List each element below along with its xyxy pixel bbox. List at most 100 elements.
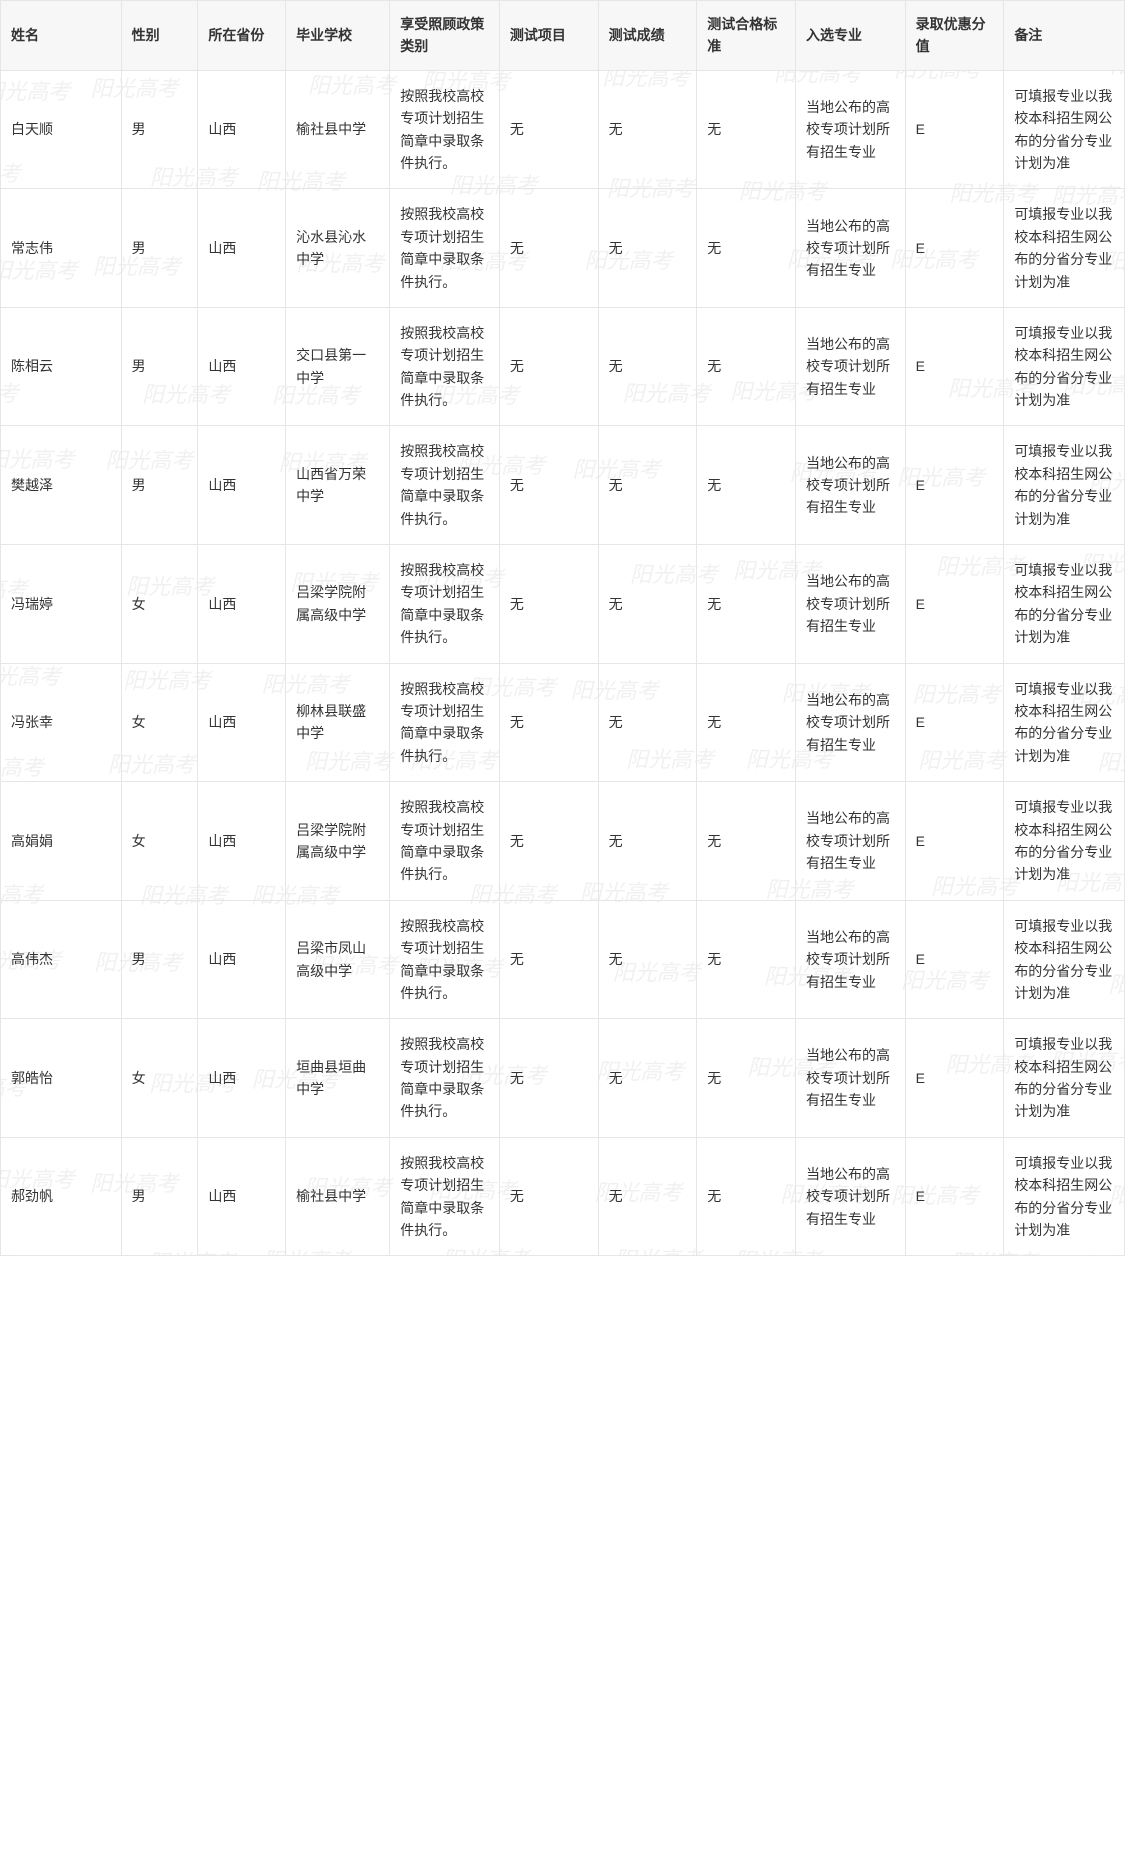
cell-major: 当地公布的高校专项计划所有招生专业 — [795, 70, 905, 189]
cell-test_score: 无 — [598, 782, 697, 901]
cell-province: 山西 — [198, 663, 286, 782]
table-row: 樊越泽男山西山西省万荣中学按照我校高校专项计划招生简章中录取条件执行。无无无当地… — [1, 426, 1125, 545]
cell-gender: 女 — [121, 663, 198, 782]
cell-school: 吕梁学院附属高级中学 — [286, 782, 390, 901]
cell-gender: 男 — [121, 1137, 198, 1256]
cell-test_score: 无 — [598, 545, 697, 664]
cell-bonus: E — [905, 307, 1004, 426]
cell-name: 郭皓怡 — [1, 1019, 122, 1138]
cell-major: 当地公布的高校专项计划所有招生专业 — [795, 663, 905, 782]
col-gender: 性别 — [121, 1, 198, 71]
cell-pass_std: 无 — [697, 426, 796, 545]
cell-test_item: 无 — [499, 545, 598, 664]
cell-policy: 按照我校高校专项计划招生简章中录取条件执行。 — [390, 782, 500, 901]
cell-name: 冯张幸 — [1, 663, 122, 782]
cell-test_item: 无 — [499, 1137, 598, 1256]
cell-name: 高伟杰 — [1, 900, 122, 1019]
cell-major: 当地公布的高校专项计划所有招生专业 — [795, 307, 905, 426]
cell-school: 榆社县中学 — [286, 70, 390, 189]
cell-bonus: E — [905, 1019, 1004, 1138]
cell-bonus: E — [905, 900, 1004, 1019]
cell-gender: 男 — [121, 307, 198, 426]
cell-major: 当地公布的高校专项计划所有招生专业 — [795, 426, 905, 545]
cell-gender: 女 — [121, 545, 198, 664]
cell-policy: 按照我校高校专项计划招生简章中录取条件执行。 — [390, 1137, 500, 1256]
col-province: 所在省份 — [198, 1, 286, 71]
cell-policy: 按照我校高校专项计划招生简章中录取条件执行。 — [390, 426, 500, 545]
cell-remark: 可填报专业以我校本科招生网公布的分省分专业计划为准 — [1004, 663, 1125, 782]
cell-gender: 女 — [121, 1019, 198, 1138]
cell-name: 陈相云 — [1, 307, 122, 426]
table-body: 白天顺男山西榆社县中学按照我校高校专项计划招生简章中录取条件执行。无无无当地公布… — [1, 70, 1125, 1256]
cell-test_score: 无 — [598, 189, 697, 308]
col-pass-std: 测试合格标准 — [697, 1, 796, 71]
cell-school: 山西省万荣中学 — [286, 426, 390, 545]
cell-bonus: E — [905, 663, 1004, 782]
cell-pass_std: 无 — [697, 70, 796, 189]
cell-test_score: 无 — [598, 900, 697, 1019]
cell-pass_std: 无 — [697, 1019, 796, 1138]
cell-test_score: 无 — [598, 1137, 697, 1256]
cell-province: 山西 — [198, 782, 286, 901]
cell-school: 吕梁学院附属高级中学 — [286, 545, 390, 664]
table-row: 陈相云男山西交口县第一中学按照我校高校专项计划招生简章中录取条件执行。无无无当地… — [1, 307, 1125, 426]
cell-remark: 可填报专业以我校本科招生网公布的分省分专业计划为准 — [1004, 189, 1125, 308]
cell-major: 当地公布的高校专项计划所有招生专业 — [795, 782, 905, 901]
cell-bonus: E — [905, 426, 1004, 545]
cell-pass_std: 无 — [697, 1137, 796, 1256]
cell-remark: 可填报专业以我校本科招生网公布的分省分专业计划为准 — [1004, 70, 1125, 189]
cell-test_item: 无 — [499, 1019, 598, 1138]
table-row: 冯瑞婷女山西吕梁学院附属高级中学按照我校高校专项计划招生简章中录取条件执行。无无… — [1, 545, 1125, 664]
cell-remark: 可填报专业以我校本科招生网公布的分省分专业计划为准 — [1004, 1019, 1125, 1138]
cell-province: 山西 — [198, 426, 286, 545]
cell-province: 山西 — [198, 70, 286, 189]
cell-policy: 按照我校高校专项计划招生简章中录取条件执行。 — [390, 70, 500, 189]
table-row: 冯张幸女山西柳林县联盛中学按照我校高校专项计划招生简章中录取条件执行。无无无当地… — [1, 663, 1125, 782]
table-row: 高伟杰男山西吕梁市凤山高级中学按照我校高校专项计划招生简章中录取条件执行。无无无… — [1, 900, 1125, 1019]
cell-bonus: E — [905, 1137, 1004, 1256]
cell-major: 当地公布的高校专项计划所有招生专业 — [795, 545, 905, 664]
cell-bonus: E — [905, 70, 1004, 189]
cell-remark: 可填报专业以我校本科招生网公布的分省分专业计划为准 — [1004, 545, 1125, 664]
cell-test_item: 无 — [499, 70, 598, 189]
table-header-row: 姓名 性别 所在省份 毕业学校 享受照顾政策类别 测试项目 测试成绩 测试合格标… — [1, 1, 1125, 71]
cell-policy: 按照我校高校专项计划招生简章中录取条件执行。 — [390, 545, 500, 664]
cell-test_item: 无 — [499, 426, 598, 545]
cell-test_item: 无 — [499, 900, 598, 1019]
table-row: 常志伟男山西沁水县沁水中学按照我校高校专项计划招生简章中录取条件执行。无无无当地… — [1, 189, 1125, 308]
cell-pass_std: 无 — [697, 900, 796, 1019]
cell-school: 沁水县沁水中学 — [286, 189, 390, 308]
cell-name: 高娟娟 — [1, 782, 122, 901]
cell-province: 山西 — [198, 1019, 286, 1138]
admissions-table: 姓名 性别 所在省份 毕业学校 享受照顾政策类别 测试项目 测试成绩 测试合格标… — [0, 0, 1125, 1256]
col-school: 毕业学校 — [286, 1, 390, 71]
cell-policy: 按照我校高校专项计划招生简章中录取条件执行。 — [390, 1019, 500, 1138]
cell-province: 山西 — [198, 545, 286, 664]
cell-province: 山西 — [198, 307, 286, 426]
cell-gender: 男 — [121, 426, 198, 545]
cell-test_score: 无 — [598, 70, 697, 189]
col-test-score: 测试成绩 — [598, 1, 697, 71]
cell-test_score: 无 — [598, 307, 697, 426]
cell-name: 冯瑞婷 — [1, 545, 122, 664]
cell-province: 山西 — [198, 1137, 286, 1256]
cell-major: 当地公布的高校专项计划所有招生专业 — [795, 1019, 905, 1138]
cell-name: 白天顺 — [1, 70, 122, 189]
cell-policy: 按照我校高校专项计划招生简章中录取条件执行。 — [390, 189, 500, 308]
table-row: 郝劲帆男山西榆社县中学按照我校高校专项计划招生简章中录取条件执行。无无无当地公布… — [1, 1137, 1125, 1256]
col-name: 姓名 — [1, 1, 122, 71]
cell-test_item: 无 — [499, 189, 598, 308]
cell-remark: 可填报专业以我校本科招生网公布的分省分专业计划为准 — [1004, 426, 1125, 545]
cell-policy: 按照我校高校专项计划招生简章中录取条件执行。 — [390, 663, 500, 782]
cell-name: 常志伟 — [1, 189, 122, 308]
cell-test_score: 无 — [598, 426, 697, 545]
col-bonus: 录取优惠分值 — [905, 1, 1004, 71]
cell-school: 吕梁市凤山高级中学 — [286, 900, 390, 1019]
cell-test_score: 无 — [598, 663, 697, 782]
cell-policy: 按照我校高校专项计划招生简章中录取条件执行。 — [390, 900, 500, 1019]
cell-pass_std: 无 — [697, 189, 796, 308]
cell-school: 柳林县联盛中学 — [286, 663, 390, 782]
col-test-item: 测试项目 — [499, 1, 598, 71]
cell-gender: 女 — [121, 782, 198, 901]
cell-school: 榆社县中学 — [286, 1137, 390, 1256]
